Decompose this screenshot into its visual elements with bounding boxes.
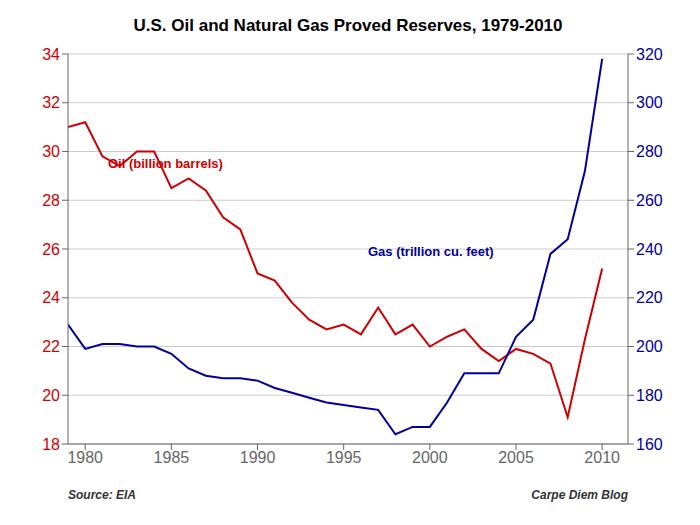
svg-text:28: 28 — [42, 192, 60, 209]
svg-text:1995: 1995 — [326, 449, 362, 466]
svg-text:1990: 1990 — [240, 449, 276, 466]
svg-text:22: 22 — [42, 338, 60, 355]
svg-text:260: 260 — [636, 192, 663, 209]
svg-text:160: 160 — [636, 436, 663, 453]
svg-text:1980: 1980 — [67, 449, 103, 466]
svg-text:300: 300 — [636, 94, 663, 111]
svg-text:18: 18 — [42, 436, 60, 453]
svg-text:34: 34 — [42, 46, 60, 63]
svg-text:200: 200 — [636, 338, 663, 355]
svg-text:1985: 1985 — [154, 449, 190, 466]
svg-text:32: 32 — [42, 94, 60, 111]
svg-text:26: 26 — [42, 241, 60, 258]
svg-text:180: 180 — [636, 387, 663, 404]
svg-text:220: 220 — [636, 289, 663, 306]
svg-text:24: 24 — [42, 289, 60, 306]
html-text:Oil (billion barrels): Oil (billion barrels) — [108, 156, 223, 171]
svg-text:20: 20 — [42, 387, 60, 404]
svg-text:2005: 2005 — [498, 449, 534, 466]
svg-text:280: 280 — [636, 143, 663, 160]
svg-text:30: 30 — [42, 143, 60, 160]
svg-text:2000: 2000 — [412, 449, 448, 466]
svg-text:2010: 2010 — [584, 449, 620, 466]
html-text:Gas (trillion cu. feet): Gas (trillion cu. feet) — [368, 244, 494, 259]
svg-text:240: 240 — [636, 241, 663, 258]
html-text:Source: EIA: Source: EIA — [68, 488, 136, 502]
html-text:U.S. Oil and Natural Gas Prove: U.S. Oil and Natural Gas Proved Reserves… — [133, 16, 563, 35]
html-text:Carpe Diem Blog: Carpe Diem Blog — [531, 488, 628, 502]
svg-text:320: 320 — [636, 46, 663, 63]
